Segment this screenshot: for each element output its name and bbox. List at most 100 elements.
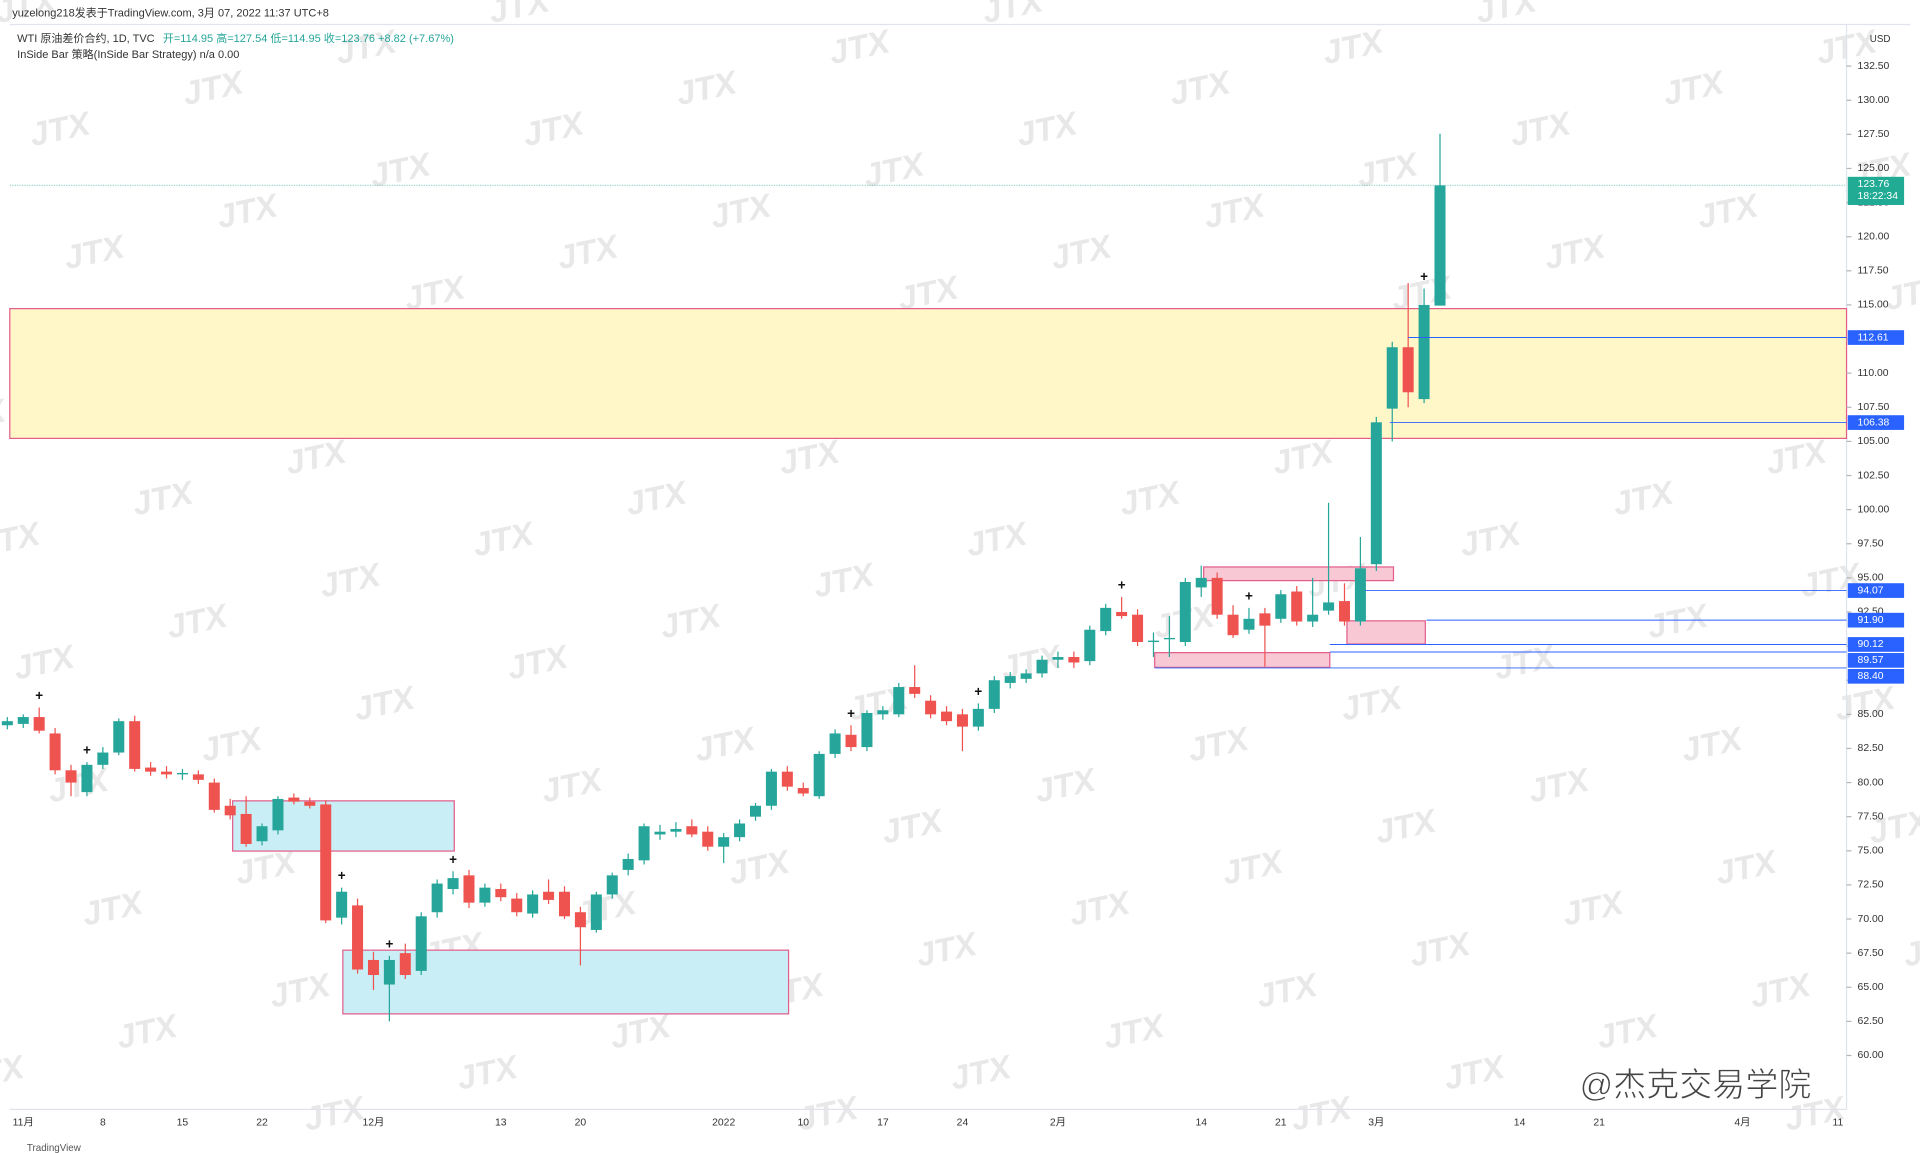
last-price-label: 123.76 — [1858, 179, 1890, 190]
signal-marker: + — [1118, 578, 1126, 593]
watermark: JTX — [333, 23, 402, 72]
signal-marker: + — [35, 688, 43, 703]
watermark: JTX — [1678, 720, 1747, 769]
watermark: JTX — [367, 146, 436, 195]
candle-body — [527, 894, 539, 914]
watermark: JTX — [1406, 925, 1475, 974]
candle-body — [797, 788, 809, 794]
candle-body — [1354, 568, 1366, 622]
candle-body — [33, 717, 45, 731]
zone — [9, 308, 1848, 440]
candle-body — [304, 801, 316, 806]
x-tick-label: 8 — [100, 1118, 106, 1129]
watermark: JTX — [1473, 0, 1542, 31]
footer-brand: TradingView — [27, 1143, 82, 1153]
x-tick-label: 15 — [177, 1118, 189, 1129]
y-tick-label: 97.50 — [1858, 538, 1884, 549]
price-tag-label: 88.40 — [1858, 671, 1884, 682]
y-tick-label: 92.50 — [1858, 607, 1884, 618]
price-tag — [1847, 330, 1905, 345]
watermark: JTX — [79, 884, 148, 933]
candle-body — [1434, 185, 1446, 306]
candle-body — [81, 764, 93, 793]
watermark: JTX — [1048, 228, 1117, 277]
instrument: WTI 原油差价合约, 1D, TVC — [17, 31, 155, 45]
candle-body — [17, 717, 29, 724]
x-tick-label: 2月 — [1050, 1117, 1066, 1129]
watermark: JTX — [860, 146, 929, 195]
price-tag-label: 112.61 — [1858, 332, 1889, 343]
candle-body — [1100, 607, 1112, 632]
y-tick-label: 132.50 — [1858, 61, 1890, 72]
candle-body — [1052, 657, 1064, 660]
watermark: JTX — [1269, 433, 1338, 482]
watermark: JTX — [1338, 679, 1407, 728]
watermark: JTX — [979, 0, 1048, 31]
candle-body — [49, 733, 61, 771]
signature: @杰克交易学院 — [1580, 1067, 1812, 1104]
candle-body — [352, 905, 364, 970]
watermark: JTX — [520, 105, 589, 154]
watermark: JTX — [214, 187, 283, 236]
y-tick-label: 110.00 — [1858, 368, 1889, 379]
candle-body — [909, 687, 921, 694]
watermark: JTX — [1253, 966, 1322, 1015]
candle-body — [1, 721, 13, 726]
watermark: JTX — [470, 515, 539, 564]
y-tick-label: 105.00 — [1858, 436, 1890, 447]
candle-body — [145, 767, 157, 772]
candle-body — [1195, 577, 1207, 588]
watermark: JTX — [879, 802, 948, 851]
watermark: JTX — [1201, 187, 1270, 236]
x-tick-label: 20 — [575, 1118, 587, 1129]
watermark: JTX — [1747, 966, 1816, 1015]
price-tag — [1847, 668, 1905, 684]
price-tag — [1847, 583, 1905, 598]
candle-body — [1211, 577, 1223, 615]
candle-body — [176, 773, 188, 775]
watermark: JTX — [726, 843, 795, 892]
watermark: JTX — [1594, 1007, 1663, 1056]
signal-marker: + — [449, 852, 457, 867]
watermark: JTX — [657, 597, 726, 646]
box — [1346, 620, 1426, 645]
watermark: JTX — [1013, 105, 1082, 154]
candle-body — [1147, 640, 1159, 643]
candle-body — [718, 837, 730, 847]
watermark: JTX — [1610, 474, 1679, 523]
watermark: JTX — [486, 0, 555, 31]
candle-body — [447, 878, 459, 890]
candle-body — [65, 770, 77, 783]
x-tick-label: 4月 — [1734, 1117, 1750, 1129]
candle-body — [1163, 637, 1175, 640]
candle-body — [829, 733, 841, 754]
watermark: JTX — [504, 638, 573, 687]
candle-body — [383, 959, 395, 985]
watermark: JTX — [1354, 146, 1423, 195]
candle-body — [479, 887, 491, 903]
candle-body — [1132, 614, 1144, 643]
candle-body — [622, 858, 634, 870]
watermark: JTX — [0, 515, 45, 564]
y-tick-label: 115.00 — [1858, 300, 1889, 311]
watermark: JTX — [1763, 433, 1832, 482]
x-tick-label: 2022 — [712, 1118, 735, 1129]
candle-body — [1259, 613, 1271, 626]
x-tick-label: 17 — [877, 1118, 889, 1129]
watermark: JTX — [1457, 515, 1526, 564]
watermark: JTX — [454, 1048, 523, 1097]
watermark: JTX — [1916, 392, 1920, 441]
candle-body — [463, 875, 475, 903]
candle-body — [256, 826, 268, 842]
x-tick-label: 14 — [1195, 1118, 1207, 1129]
watermark: JTX — [554, 228, 623, 277]
watermark: JTX — [301, 1089, 370, 1138]
candle-body — [654, 831, 666, 835]
candle-body — [1004, 676, 1016, 683]
price-tag — [1847, 637, 1905, 652]
candle-body — [1084, 629, 1096, 662]
watermark: JTX — [963, 515, 1032, 564]
watermark: JTX — [1066, 884, 1135, 933]
candle-body — [367, 959, 379, 975]
x-tick-label: 11 — [1833, 1118, 1844, 1129]
